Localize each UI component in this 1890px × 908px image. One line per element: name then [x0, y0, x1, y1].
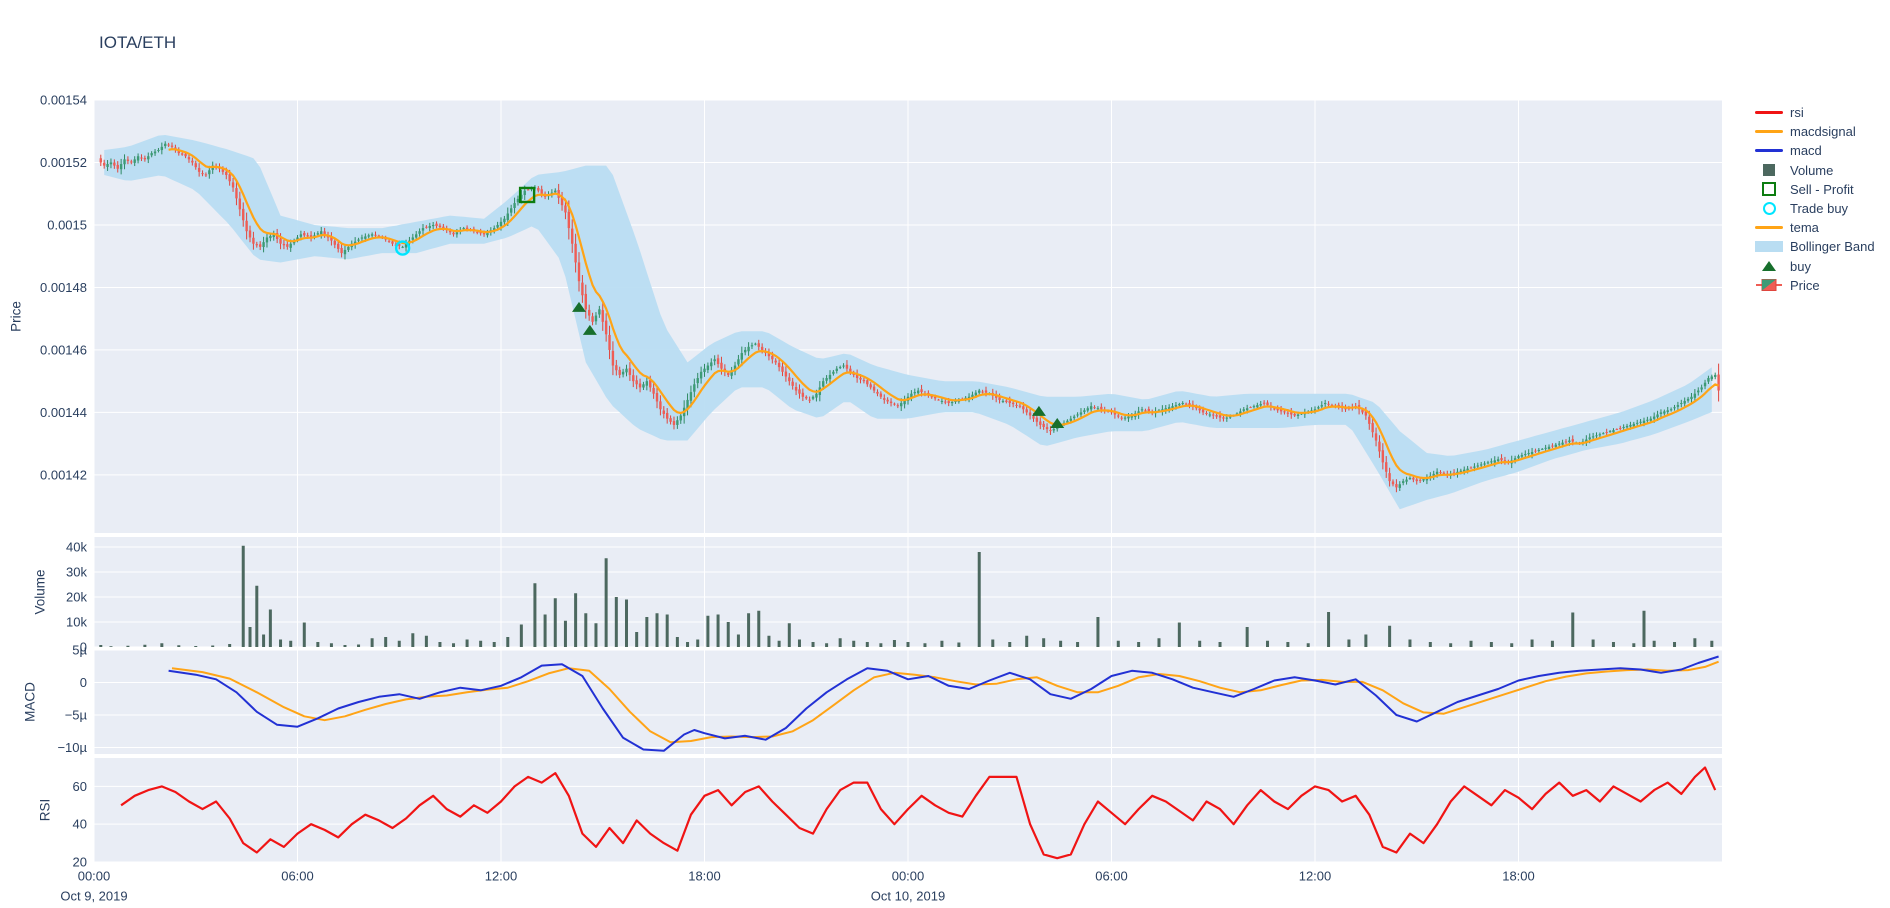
- price-tick-label: 0.00148: [40, 280, 87, 295]
- trade-buy-legend-icon: [1754, 202, 1784, 216]
- x-tick-label: 18:00: [1502, 869, 1535, 884]
- buy-legend-icon: [1754, 261, 1784, 272]
- y-axis-title-rsi: RSI: [38, 799, 53, 822]
- legend-label-buy: buy: [1790, 258, 1811, 274]
- price-tick-label: 0.0015: [47, 217, 87, 232]
- macdsignal-line: [171, 660, 1719, 744]
- trade-markers: [394, 186, 1065, 429]
- legend-item-macdsignal[interactable]: macdsignal: [1754, 122, 1875, 141]
- buy-marker: [1050, 418, 1065, 429]
- legend-item-price[interactable]: Price: [1754, 276, 1875, 295]
- y-axis-title-volume: Volume: [33, 569, 48, 614]
- tema-legend-icon: [1754, 226, 1784, 230]
- trade-buy-marker: [394, 240, 411, 256]
- price-tick-label: 0.00152: [40, 155, 87, 170]
- x-date-label: Oct 10, 2019: [871, 889, 945, 904]
- legend: rsi macdsignal macd Volume Sell - Profit Trad…: [1754, 103, 1875, 295]
- legend-item-tema[interactable]: tema: [1754, 218, 1875, 237]
- price-series-group: [99, 135, 1720, 510]
- legend-label-macdsignal: macdsignal: [1790, 124, 1856, 140]
- chart-title: IOTA/ETH: [99, 33, 177, 52]
- legend-label-sell-profit: Sell - Profit: [1790, 181, 1854, 197]
- x-tick-label: 12:00: [485, 869, 518, 884]
- volume-legend-icon: [1754, 164, 1784, 177]
- legend-label-volume: Volume: [1790, 162, 1834, 178]
- legend-label-trade-buy: Trade buy: [1790, 201, 1849, 217]
- macd-tick-label: −5µ: [65, 708, 88, 723]
- axis-labels: 0.00154 0.00152 0.0015 0.00148 0.00146 0.0014…: [9, 93, 1535, 904]
- x-tick-label: 06:00: [1095, 869, 1128, 884]
- bollinger-band-area: [104, 135, 1712, 510]
- x-tick-label: 00:00: [892, 869, 925, 884]
- price-tick-label: 0.00146: [40, 342, 87, 357]
- price-tick-label: 0.00154: [40, 93, 87, 108]
- legend-item-sell-profit[interactable]: Sell - Profit: [1754, 180, 1875, 199]
- price-legend-icon: [1754, 278, 1784, 292]
- macd-tick-label: 5µ: [72, 643, 87, 658]
- legend-label-bollinger-band: Bollinger Band: [1790, 239, 1875, 255]
- legend-item-bollinger-band[interactable]: Bollinger Band: [1754, 237, 1875, 256]
- volume-tick-label: 0: [80, 640, 87, 655]
- bollinger-band-legend-icon: [1754, 241, 1784, 253]
- price-tick-label: 0.00142: [40, 467, 87, 482]
- x-tick-label: 18:00: [688, 869, 721, 884]
- rsi-tick-label: 20: [73, 855, 87, 870]
- legend-item-macd[interactable]: macd: [1754, 141, 1875, 160]
- volume-tick-label: 10k: [66, 615, 87, 630]
- y-axis-title-price: Price: [9, 301, 24, 332]
- macd-line: [168, 655, 1719, 752]
- rsi-line: [120, 766, 1717, 860]
- buy-marker: [1031, 405, 1046, 416]
- macd-tick-label: −10µ: [57, 740, 87, 755]
- macd-tick-label: 0: [80, 675, 87, 690]
- volume-tick-label: 40k: [66, 540, 87, 555]
- legend-item-trade-buy[interactable]: Trade buy: [1754, 199, 1875, 218]
- tema-line: [168, 148, 1719, 480]
- legend-item-rsi[interactable]: rsi: [1754, 103, 1875, 122]
- volume-bars: [99, 545, 1714, 647]
- legend-label-price: Price: [1790, 277, 1820, 293]
- rsi-series-group: [120, 766, 1717, 860]
- x-date-label: Oct 9, 2019: [60, 889, 127, 904]
- volume-tick-label: 20k: [66, 590, 87, 605]
- x-tick-label: 12:00: [1299, 869, 1332, 884]
- buy-marker: [582, 324, 597, 335]
- buy-marker: [572, 301, 587, 312]
- x-tick-label: 06:00: [281, 869, 314, 884]
- gridlines: [93, 99, 1722, 863]
- price-tick-label: 0.00144: [40, 405, 87, 420]
- legend-label-tema: tema: [1790, 220, 1819, 236]
- legend-item-volume[interactable]: Volume: [1754, 161, 1875, 180]
- macd-legend-icon: [1754, 149, 1784, 153]
- x-tick-label: 00:00: [78, 869, 111, 884]
- legend-item-buy[interactable]: buy: [1754, 257, 1875, 276]
- rsi-tick-label: 60: [73, 779, 87, 794]
- rsi-tick-label: 40: [73, 817, 87, 832]
- y-axis-title-macd: MACD: [23, 682, 38, 722]
- macd-series-group: [168, 655, 1719, 752]
- sell-profit-legend-icon: [1754, 182, 1784, 197]
- sell-profit-marker: [518, 186, 536, 204]
- legend-label-macd: macd: [1790, 143, 1822, 159]
- volume-tick-label: 30k: [66, 565, 87, 580]
- rsi-legend-icon: [1754, 111, 1784, 115]
- legend-label-rsi: rsi: [1790, 105, 1804, 121]
- macdsignal-legend-icon: [1754, 130, 1784, 134]
